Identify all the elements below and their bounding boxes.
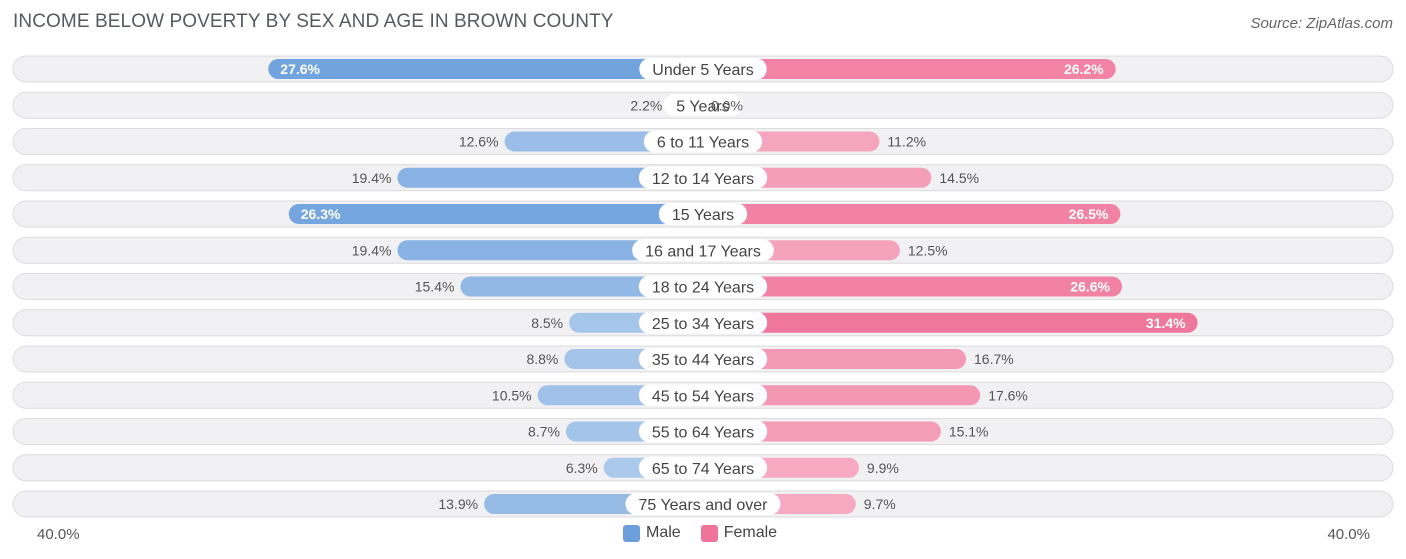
male-value-label: 13.9% — [438, 496, 478, 512]
male-value-label: 8.5% — [531, 315, 563, 331]
male-value-label: 8.7% — [528, 424, 560, 440]
male-bar — [288, 204, 703, 224]
male-value-label: 6.3% — [566, 460, 598, 476]
category-label: 16 and 17 Years — [645, 243, 761, 260]
category-label: 55 to 64 Years — [652, 425, 754, 442]
category-label: 18 to 24 Years — [652, 280, 754, 297]
male-value-label: 27.6% — [280, 61, 320, 77]
female-value-label: 26.5% — [1069, 206, 1109, 222]
female-bar — [703, 385, 981, 406]
category-label: 45 to 54 Years — [652, 388, 754, 405]
category-label: 6 to 11 Years — [657, 135, 749, 152]
category-pill — [639, 58, 767, 80]
legend-swatch-male — [623, 524, 640, 542]
male-value-label: 19.4% — [352, 170, 392, 186]
male-bar — [268, 59, 703, 79]
female-bar — [703, 59, 1116, 79]
female-value-label: 11.2% — [887, 134, 926, 150]
legend: Male Female — [623, 524, 797, 542]
category-label: 12 to 14 Years — [652, 171, 754, 188]
male-value-label: 2.2% — [630, 97, 662, 113]
category-pill — [663, 94, 743, 117]
category-pill — [632, 239, 774, 262]
legend-swatch-female — [700, 524, 718, 542]
male-bar — [397, 240, 703, 261]
female-bar — [703, 204, 1121, 224]
category-label: 5 Years — [676, 98, 729, 115]
category-pill — [625, 493, 781, 515]
category-pill — [638, 311, 768, 334]
female-value-label: 12.5% — [908, 242, 948, 258]
category-pill — [638, 348, 768, 370]
category-pill — [643, 130, 763, 153]
category-label: 65 to 74 Years — [652, 461, 754, 478]
category-pill — [658, 203, 748, 225]
female-value-label: 15.1% — [949, 424, 989, 440]
female-bar — [703, 312, 1198, 333]
category-label: Under 5 Years — [652, 62, 753, 79]
category-pill — [638, 275, 768, 298]
male-value-label: 15.4% — [415, 279, 455, 295]
female-value-label: 16.7% — [974, 351, 1014, 367]
female-bar — [703, 349, 967, 369]
axis-max-label: 40.0% — [1327, 526, 1370, 543]
chart-plot: Under 5 Years 27.6% 26.2% 5 Years 2.2% 0.0% 6 … — [12, 55, 1394, 518]
male-bar — [397, 167, 703, 188]
legend-item-female: Female — [700, 524, 778, 542]
female-value-label: 31.4% — [1146, 315, 1186, 331]
male-value-label: 12.6% — [459, 134, 499, 150]
legend-label-female: Female — [723, 524, 778, 541]
chart-title: INCOME BELOW POVERTY BY SEX AND AGE IN B… — [13, 11, 614, 32]
female-value-label: 0.0% — [711, 97, 743, 113]
male-value-label: 8.8% — [526, 351, 558, 367]
axis-min-label: 40.0% — [37, 526, 80, 543]
category-pill — [638, 384, 768, 407]
source-label: Source: ZipAtlas.com — [1250, 15, 1393, 32]
male-value-label: 19.4% — [352, 242, 392, 258]
category-label: 25 to 34 Years — [652, 316, 754, 333]
male-value-label: 10.5% — [492, 387, 532, 403]
category-pill — [638, 420, 768, 443]
female-value-label: 14.5% — [939, 170, 979, 186]
category-pill — [638, 456, 768, 479]
female-bar — [703, 276, 1122, 297]
category-pill — [638, 166, 768, 189]
category-label: 15 Years — [672, 207, 734, 224]
female-value-label: 26.2% — [1064, 61, 1104, 77]
category-label: 35 to 44 Years — [652, 352, 754, 369]
female-value-label: 26.6% — [1070, 279, 1110, 295]
category-label: 75 Years and over — [639, 497, 769, 514]
legend-label-male: Male — [646, 524, 681, 541]
female-value-label: 9.9% — [867, 460, 899, 476]
legend-item-male: Male — [623, 524, 681, 542]
female-value-label: 9.7% — [864, 496, 896, 512]
female-value-label: 17.6% — [988, 387, 1028, 403]
male-value-label: 26.3% — [301, 206, 341, 222]
